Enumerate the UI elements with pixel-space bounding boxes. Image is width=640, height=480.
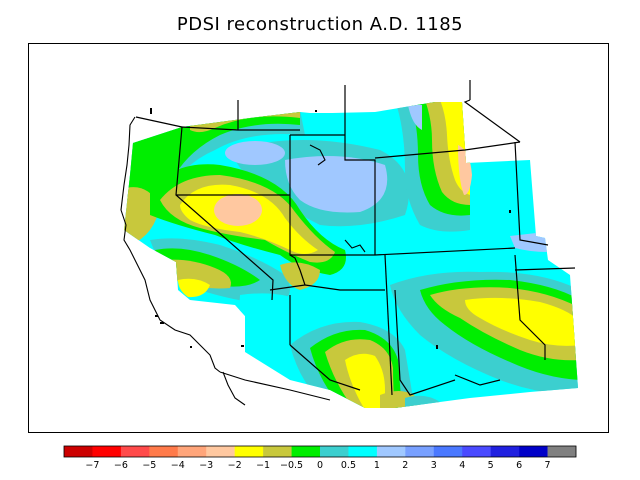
pdsi-field xyxy=(124,102,578,408)
coastlines xyxy=(120,116,366,406)
colorbar-tick-label: 6 xyxy=(516,460,522,471)
colorbar-tick-label: −1 xyxy=(256,460,270,471)
colorbar-bin-8 xyxy=(291,446,321,457)
colorbar-tick-label: 3 xyxy=(431,460,437,471)
colorbar-bin-16 xyxy=(519,446,548,457)
border-tx-north xyxy=(454,374,501,386)
small-islands xyxy=(150,108,511,349)
zone-lightblue-montana-east xyxy=(408,105,422,130)
yellowstone-lake xyxy=(309,144,326,166)
gulf-of-california-coast xyxy=(219,371,331,401)
colorbar-frame xyxy=(63,445,577,458)
colorbar-bin-13 xyxy=(433,446,463,457)
colorbar-tick-label: 2 xyxy=(402,460,408,471)
colorbar-bin-17 xyxy=(547,446,577,457)
colorbar-bin-7 xyxy=(263,446,292,457)
island-7 xyxy=(509,210,511,213)
colorbar-bin-3 xyxy=(149,446,179,457)
zone-yellow-southwest xyxy=(345,353,385,408)
zone-peach-basin xyxy=(214,194,262,226)
border-ks-ok xyxy=(514,267,576,271)
colorbar-tick-label: 0.5 xyxy=(341,460,356,471)
island-3 xyxy=(160,322,164,324)
state-boundaries xyxy=(135,80,576,396)
baja-coast xyxy=(222,371,246,406)
border-mexico xyxy=(289,344,361,391)
colorbar-bin-9 xyxy=(320,446,349,457)
island-1 xyxy=(150,108,152,114)
colorbar-bins xyxy=(64,446,577,457)
island-2 xyxy=(155,315,158,317)
border-wy-west xyxy=(344,85,376,255)
colorbar-tick-label: −2 xyxy=(228,460,242,471)
border-ok-east xyxy=(514,254,546,360)
border-nv-ut xyxy=(269,135,306,291)
colorbar-tick-label: −3 xyxy=(199,460,213,471)
border-ut-co-north xyxy=(290,247,516,256)
colorbar-tick-label: 4 xyxy=(459,460,465,471)
border-wa-or xyxy=(135,116,183,128)
colorbar-bin-0 xyxy=(64,446,93,457)
pacific-coast xyxy=(120,116,221,373)
zone-yellow-socal xyxy=(178,278,210,298)
border-sd-ne-east xyxy=(514,141,549,246)
border-ut-az xyxy=(304,284,385,291)
colorbar-labels: −7 −6 −5 −4 −3 −2 −1 −0.5 0 0.5 1 2 3 4 5 6 7 xyxy=(85,460,550,471)
colorbar-bin-5 xyxy=(206,446,235,457)
colorbar-tick-label: 5 xyxy=(488,460,494,471)
island-6 xyxy=(436,345,438,349)
great-salt-lake xyxy=(344,239,366,253)
colorbar-tick-label: 0 xyxy=(317,460,323,471)
zone-lightblue-idaho xyxy=(225,141,285,165)
colorbar-tick-label: −6 xyxy=(114,460,128,471)
zone-olive-nevada-south xyxy=(280,262,320,290)
colorbar-tick-label: 1 xyxy=(374,460,380,471)
border-wy-north xyxy=(374,141,521,159)
colorbar-tick-label: −7 xyxy=(85,460,99,471)
map-title: PDSI reconstruction A.D. 1185 xyxy=(176,14,464,35)
colorbar-tick-label: −0.5 xyxy=(280,460,303,471)
colorbar-bin-10 xyxy=(348,446,378,457)
colorbar-tick-label: −4 xyxy=(171,460,185,471)
border-co-ks xyxy=(384,254,393,396)
zone-lightblue-wyoming xyxy=(285,156,388,213)
border-nd-east xyxy=(463,99,521,143)
colorbar-bin-4 xyxy=(177,446,207,457)
border-nm-tx xyxy=(394,289,456,396)
colorbar-tick-label: 7 xyxy=(545,460,551,471)
island-4 xyxy=(190,346,192,348)
colorbar-tick-label: −5 xyxy=(142,460,156,471)
colorbar-bin-12 xyxy=(405,446,435,457)
colorbar-bin-2 xyxy=(120,446,150,457)
colorbar-bin-14 xyxy=(462,446,491,457)
colorbar-bin-1 xyxy=(92,446,122,457)
island-8 xyxy=(315,110,317,112)
colorbar-bin-15 xyxy=(490,446,520,457)
island-5 xyxy=(241,345,244,347)
colorbar-bin-11 xyxy=(376,446,406,457)
colorbar-bin-6 xyxy=(234,446,264,457)
